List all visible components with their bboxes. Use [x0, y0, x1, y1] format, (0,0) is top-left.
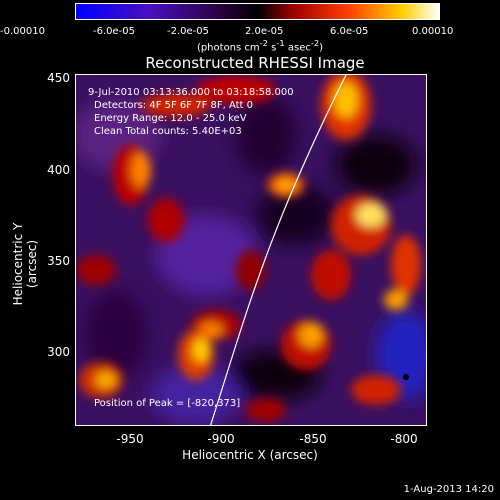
solar-limb-line [210, 75, 347, 425]
time-range-annotation: 9-Jul-2010 03:13:36.000 to 03:18:58.000 [88, 87, 294, 98]
image-emission-structure [76, 75, 421, 422]
y-tick: 400 [47, 163, 70, 177]
colorbar-tick: -0.00010 [0, 26, 45, 37]
colorbar-tick: -6.0e-05 [93, 26, 135, 37]
plot-title: Reconstructed RHESSI Image [145, 54, 365, 72]
y-tick: 350 [47, 254, 70, 268]
colorbar-tick: 0.00010 [412, 26, 454, 37]
colorbar-units: (photons cm-2 s-1 asec-2) [196, 38, 324, 54]
y-tick: 300 [47, 345, 70, 359]
x-tick: -800 [390, 432, 418, 446]
clean-annotation: Clean Total counts: 5.40E+03 [94, 126, 242, 137]
rhessi-image-plot: 9-Jul-2010 03:13:36.000 to 03:18:58.000 … [75, 74, 427, 426]
x-axis-label: Heliocentric X (arcsec) [182, 448, 318, 462]
energy-annotation: Energy Range: 12.0 - 25.0 keV [94, 113, 247, 124]
image-background-structure [76, 95, 426, 425]
y-axis-label: Heliocentric Y (arcsec) [11, 222, 39, 306]
peak-marker [403, 374, 409, 380]
footer-date: 1-Aug-2013 14:20 [403, 484, 494, 495]
x-tick: -850 [299, 432, 327, 446]
colorbar-tick: -2.0e-05 [167, 26, 209, 37]
x-tick: -900 [207, 432, 235, 446]
detectors-annotation: Detectors: 4F 5F 6F 7F 8F, Att 0 [94, 100, 254, 111]
colorbar [75, 3, 440, 20]
y-tick: 450 [47, 71, 70, 85]
colorbar-tick: 6.0e-05 [330, 26, 369, 37]
x-tick: -950 [116, 432, 144, 446]
rhessi-image-canvas [76, 75, 426, 425]
peak-annotation: Position of Peak = [-820,373] [94, 398, 241, 409]
colorbar-tick: 2.0e-05 [245, 26, 284, 37]
